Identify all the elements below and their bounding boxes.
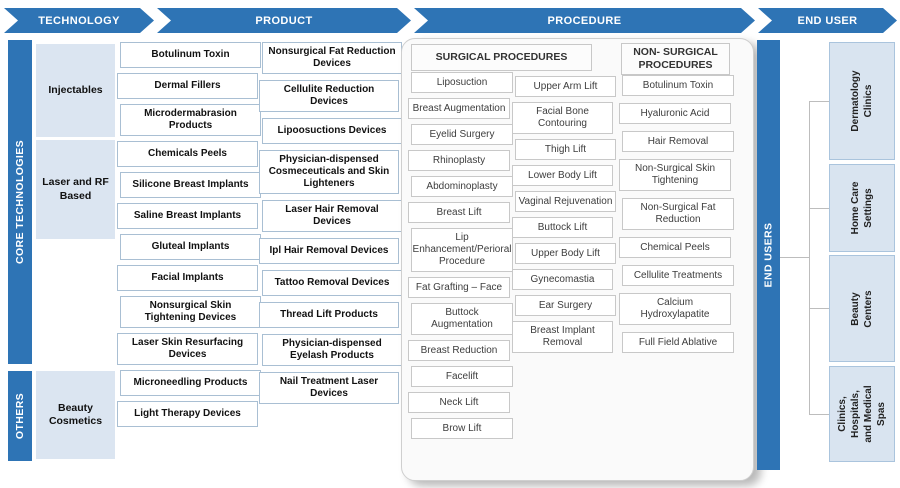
rail-others: OTHERS xyxy=(8,371,32,461)
end-user-label: Beauty Centers xyxy=(850,289,874,328)
end-user-beauty-centers: Beauty Centers xyxy=(829,255,895,362)
connector-line xyxy=(809,101,810,415)
surgical-procedures-column-2: Upper Arm Lift Facial Bone Contouring Thig… xyxy=(512,76,616,353)
product-box: Tattoo Removal Devices xyxy=(262,270,402,296)
product-box: Physician-dispensed Cosmeceuticals and S… xyxy=(259,150,399,194)
product-box: Facial Implants xyxy=(117,265,258,291)
procedure-box: Liposuction xyxy=(411,72,513,93)
procedure-box: Breast Augmentation xyxy=(408,98,510,119)
end-user-label: Dermatology Clinics xyxy=(850,70,874,132)
procedure-box: Hyaluronic Acid xyxy=(619,103,731,124)
connector-line xyxy=(809,208,829,209)
technology-group-injectables: Injectables xyxy=(36,44,115,137)
procedure-box: Upper Arm Lift xyxy=(515,76,616,97)
procedure-box: Fat Grafting – Face xyxy=(408,277,510,298)
procedure-box: Chemical Peels xyxy=(619,237,731,258)
procedure-box: Breast Implant Removal xyxy=(512,321,613,353)
procedure-box: Cellulite Treatments xyxy=(622,265,734,286)
product-box: Thread Lift Products xyxy=(259,302,399,328)
rail-end-users: END USERS xyxy=(757,40,780,470)
procedure-box: Hair Removal xyxy=(622,131,734,152)
product-box: Nail Treatment Laser Devices xyxy=(259,372,399,404)
connector-line xyxy=(780,257,809,258)
procedure-box: Non-Surgical Skin Tightening xyxy=(619,159,731,191)
surgical-procedures-column-1: Liposuction Breast Augmentation Eyelid Sur… xyxy=(408,72,513,439)
procedure-box: Eyelid Surgery xyxy=(411,124,513,145)
header-banner-end-user: END USER xyxy=(758,8,897,33)
nonsurgical-procedures-title: NON- SURGICAL PROCEDURES xyxy=(621,43,730,76)
procedure-box: Abdominoplasty xyxy=(411,176,513,197)
procedure-box: Non-Surgical Fat Reduction xyxy=(622,198,734,230)
rail-others-label: OTHERS xyxy=(14,392,26,440)
product-box: Light Therapy Devices xyxy=(117,401,258,427)
surgical-procedures-title: SURGICAL PROCEDURES xyxy=(411,44,592,71)
nonsurgical-procedures-column: Botulinum Toxin Hyaluronic Acid Hair Remov… xyxy=(619,75,734,353)
header-banner-technology: TECHNOLOGY xyxy=(4,8,154,33)
product-box: Saline Breast Implants xyxy=(117,203,258,229)
procedure-panel: SURGICAL PROCEDURES NON- SURGICAL PROCED… xyxy=(401,38,754,481)
product-box: Lipoosuctions Devices xyxy=(262,118,402,144)
procedure-box: Breast Reduction xyxy=(408,340,510,361)
product-box: Gluteal Implants xyxy=(120,234,261,260)
procedure-box: Brow Lift xyxy=(411,418,513,439)
product-column-2: Nonsurgical Fat Reduction Devices Celluli… xyxy=(259,42,402,404)
end-user-label: Clinics, Hospitals, and Medical Spas xyxy=(837,385,887,443)
rail-end-users-label: END USERS xyxy=(762,222,775,288)
technology-group-beauty-cosmetics: Beauty Cosmetics xyxy=(36,371,115,459)
connector-line xyxy=(809,308,829,309)
product-box: Silicone Breast Implants xyxy=(120,172,261,198)
product-box: Nonsurgical Fat Reduction Devices xyxy=(262,42,402,74)
product-box: Cellulite Reduction Devices xyxy=(259,80,399,112)
technology-group-laser-rf: Laser and RF Based xyxy=(36,140,115,239)
product-box: Laser Skin Resurfacing Devices xyxy=(117,333,258,365)
connector-line xyxy=(809,414,829,415)
procedure-box: Gynecomastia xyxy=(512,269,613,290)
procedure-box: Vaginal Rejuvenation xyxy=(515,191,616,212)
product-box: Botulinum Toxin xyxy=(120,42,261,68)
procedure-box: Breast Lift xyxy=(408,202,510,223)
end-user-label: Home Care Settings xyxy=(850,181,874,235)
procedure-box: Lip Enhancement/Perioral Procedure xyxy=(411,228,513,272)
product-box: Physician-dispensed Eyelash Products xyxy=(262,334,402,366)
procedure-box: Calcium Hydroxylapatite xyxy=(619,293,731,325)
procedure-box: Full Field Ablative xyxy=(622,332,734,353)
product-box: Microneedling Products xyxy=(120,370,261,396)
product-box: Chemicals Peels xyxy=(117,141,258,167)
procedure-box: Buttock Lift xyxy=(512,217,613,238)
product-box: Laser Hair Removal Devices xyxy=(262,200,402,232)
rail-core-technologies: CORE TECHNOLOGIES xyxy=(8,40,32,364)
procedure-box: Rhinoplasty xyxy=(408,150,510,171)
end-user-clinics-hospitals-medical-spas: Clinics, Hospitals, and Medical Spas xyxy=(829,366,895,462)
product-column-1: Botulinum Toxin Dermal Fillers Microdermab… xyxy=(117,42,261,427)
procedure-box: Botulinum Toxin xyxy=(622,75,734,96)
procedure-box: Thigh Lift xyxy=(515,139,616,160)
product-box: Ipl Hair Removal Devices xyxy=(259,238,399,264)
product-box: Nonsurgical Skin Tightening Devices xyxy=(120,296,261,328)
end-user-dermatology-clinics: Dermatology Clinics xyxy=(829,42,895,160)
rail-core-technologies-label: CORE TECHNOLOGIES xyxy=(14,139,26,265)
procedure-box: Lower Body Lift xyxy=(512,165,613,186)
product-box: Microdermabrasion Products xyxy=(120,104,261,136)
procedure-box: Buttock Augmentation xyxy=(411,303,513,335)
procedure-box: Neck Lift xyxy=(408,392,510,413)
procedure-box: Facial Bone Contouring xyxy=(512,102,613,134)
procedure-box: Upper Body Lift xyxy=(515,243,616,264)
procedure-box: Facelift xyxy=(411,366,513,387)
connector-line xyxy=(809,101,829,102)
header-banner-procedure: PROCEDURE xyxy=(414,8,755,33)
end-user-home-care-settings: Home Care Settings xyxy=(829,164,895,252)
header-banner-product: PRODUCT xyxy=(157,8,411,33)
product-box: Dermal Fillers xyxy=(117,73,258,99)
procedure-box: Ear Surgery xyxy=(515,295,616,316)
